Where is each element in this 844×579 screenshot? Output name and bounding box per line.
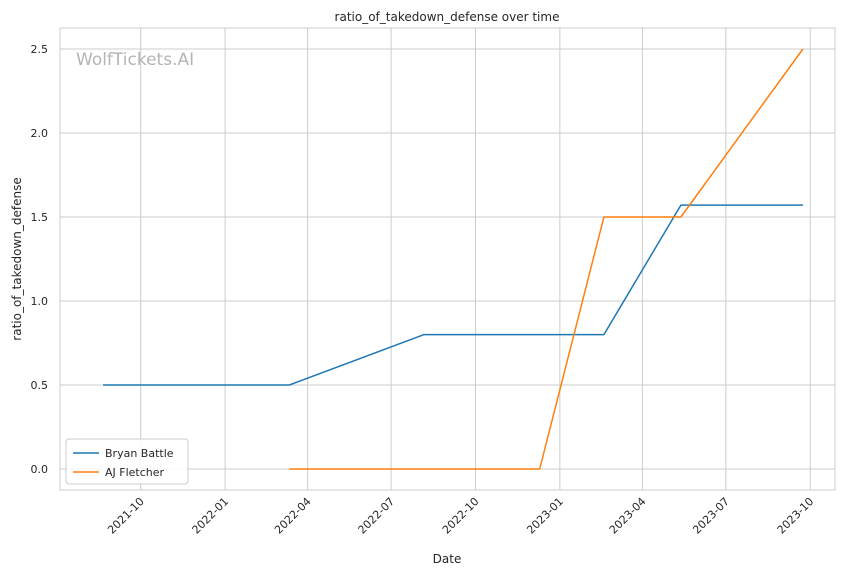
series-line-aj-fletcher — [289, 48, 804, 470]
x-tick-label: 2021-10 — [105, 495, 147, 537]
x-tick-label: 2022-01 — [190, 495, 232, 537]
x-tick-label: 2022-10 — [440, 495, 482, 537]
x-tick-labels: 2021-10 2022-01 2022-04 2022-07 2022-10 2023-… — [105, 495, 816, 537]
x-tick-label: 2023-07 — [690, 495, 732, 537]
series-lines — [103, 48, 804, 470]
watermark: WolfTickets.AI — [76, 50, 194, 70]
y-tick-label: 0.5 — [31, 379, 49, 392]
legend-label-bryan-battle: Bryan Battle — [105, 447, 174, 460]
chart-title: ratio_of_takedown_defense over time — [335, 10, 560, 24]
y-tick-label: 2.5 — [31, 43, 49, 56]
y-tick-labels: 0.0 0.5 1.0 1.5 2.0 2.5 — [31, 43, 49, 476]
x-tick-label: 2023-10 — [775, 495, 817, 537]
x-tick-label: 2023-04 — [607, 495, 649, 537]
y-tick-label: 1.5 — [31, 211, 49, 224]
y-tick-label: 2.0 — [31, 127, 49, 140]
x-tick-label: 2023-01 — [524, 495, 566, 537]
y-tick-label: 1.0 — [31, 295, 49, 308]
y-axis-label: ratio_of_takedown_defense — [10, 177, 24, 340]
y-tick-label: 0.0 — [31, 463, 49, 476]
x-axis-label: Date — [433, 552, 462, 566]
legend-label-aj-fletcher: AJ Fletcher — [105, 466, 165, 479]
legend: Bryan Battle AJ Fletcher — [65, 438, 189, 485]
plot-area — [59, 27, 836, 491]
series-line-bryan-battle — [103, 204, 803, 386]
x-tick-label: 2022-04 — [272, 495, 314, 537]
x-tick-label: 2022-07 — [356, 495, 398, 537]
